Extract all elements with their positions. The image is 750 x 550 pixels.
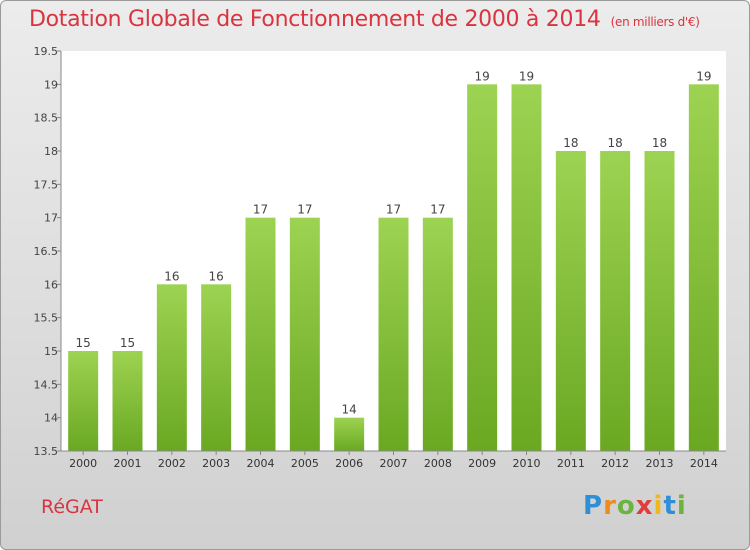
y-tick-label: 14 [44, 412, 58, 425]
logo-letter: i [676, 491, 687, 521]
bar [378, 217, 409, 451]
logo-letter: r [603, 491, 617, 521]
x-tick-label: 2010 [513, 457, 541, 470]
x-tick-label: 2001 [114, 457, 142, 470]
x-tick-label: 2014 [690, 457, 718, 470]
bar [245, 217, 276, 451]
bar [334, 417, 365, 451]
chart-unit: (en milliers d'€) [610, 15, 700, 29]
bar [422, 217, 453, 451]
y-tick-label: 16.5 [34, 245, 59, 258]
y-tick-label: 14.5 [34, 378, 59, 391]
logo-letter: t [663, 491, 677, 521]
y-tick-label: 16 [44, 278, 58, 291]
data-label: 19 [696, 69, 711, 83]
y-tick-label: 13.5 [34, 445, 59, 458]
x-tick-label: 2011 [557, 457, 585, 470]
bar [511, 84, 542, 451]
data-label: 18 [608, 136, 623, 150]
y-tick-label: 17 [44, 212, 58, 225]
x-tick-label: 2006 [335, 457, 363, 470]
logo-letter: o [616, 491, 636, 521]
x-tick-label: 2003 [202, 457, 230, 470]
y-tick-label: 19 [44, 78, 58, 91]
y-axis-labels: 13.5 14 14.5 15 15.5 16 16.5 17 17.5 18 18.5 19 19.5 [34, 45, 61, 458]
bar [688, 84, 719, 451]
bar [201, 284, 232, 451]
bar [467, 84, 498, 451]
x-tick-label: 2013 [646, 457, 674, 470]
bar [600, 151, 631, 451]
chart-title-text: Dotation Globale de Fonctionnement de 20… [29, 7, 601, 32]
logo-letter: x [635, 491, 654, 521]
data-label: 19 [475, 69, 490, 83]
y-tick-label: 15 [44, 345, 58, 358]
logo-letter: P [583, 491, 604, 521]
data-label: 18 [652, 136, 667, 150]
x-tick-label: 2009 [468, 457, 496, 470]
bar [289, 217, 320, 451]
bar [644, 151, 675, 451]
data-label: 17 [297, 203, 312, 217]
bars-group [68, 84, 719, 451]
data-label: 16 [164, 269, 179, 283]
x-axis-labels: 2000 2001 2002 2003 2004 2005 2006 2007 2008 2009… [69, 451, 718, 470]
y-tick-label: 17.5 [34, 178, 59, 191]
data-label: 19 [519, 69, 534, 83]
data-label: 18 [563, 136, 578, 150]
y-tick-label: 19.5 [34, 45, 59, 58]
data-label: 16 [209, 269, 224, 283]
logo-letter: i [653, 491, 664, 521]
data-label: 17 [253, 203, 268, 217]
data-label: 15 [120, 336, 135, 350]
x-tick-label: 2012 [601, 457, 629, 470]
proxiti-logo: Proxiti [583, 491, 687, 521]
y-tick-label: 18 [44, 145, 58, 158]
bar [156, 284, 187, 451]
bar [68, 351, 99, 451]
x-tick-label: 2005 [291, 457, 319, 470]
x-tick-label: 2002 [158, 457, 186, 470]
data-label: 14 [342, 403, 357, 417]
x-tick-label: 2000 [69, 457, 97, 470]
x-tick-label: 2007 [380, 457, 408, 470]
x-tick-label: 2004 [247, 457, 275, 470]
bar [112, 351, 143, 451]
chart-title: Dotation Globale de Fonctionnement de 20… [29, 7, 700, 32]
data-label: 17 [430, 203, 445, 217]
y-tick-label: 18.5 [34, 112, 59, 125]
commune-name: RéGAT [41, 496, 103, 518]
x-tick-label: 2008 [424, 457, 452, 470]
data-labels: 15 15 16 16 17 17 14 17 17 19 19 18 18 18 19 [76, 69, 712, 416]
y-tick-label: 15.5 [34, 312, 59, 325]
data-label: 17 [386, 203, 401, 217]
data-label: 15 [76, 336, 91, 350]
bar [555, 151, 586, 451]
